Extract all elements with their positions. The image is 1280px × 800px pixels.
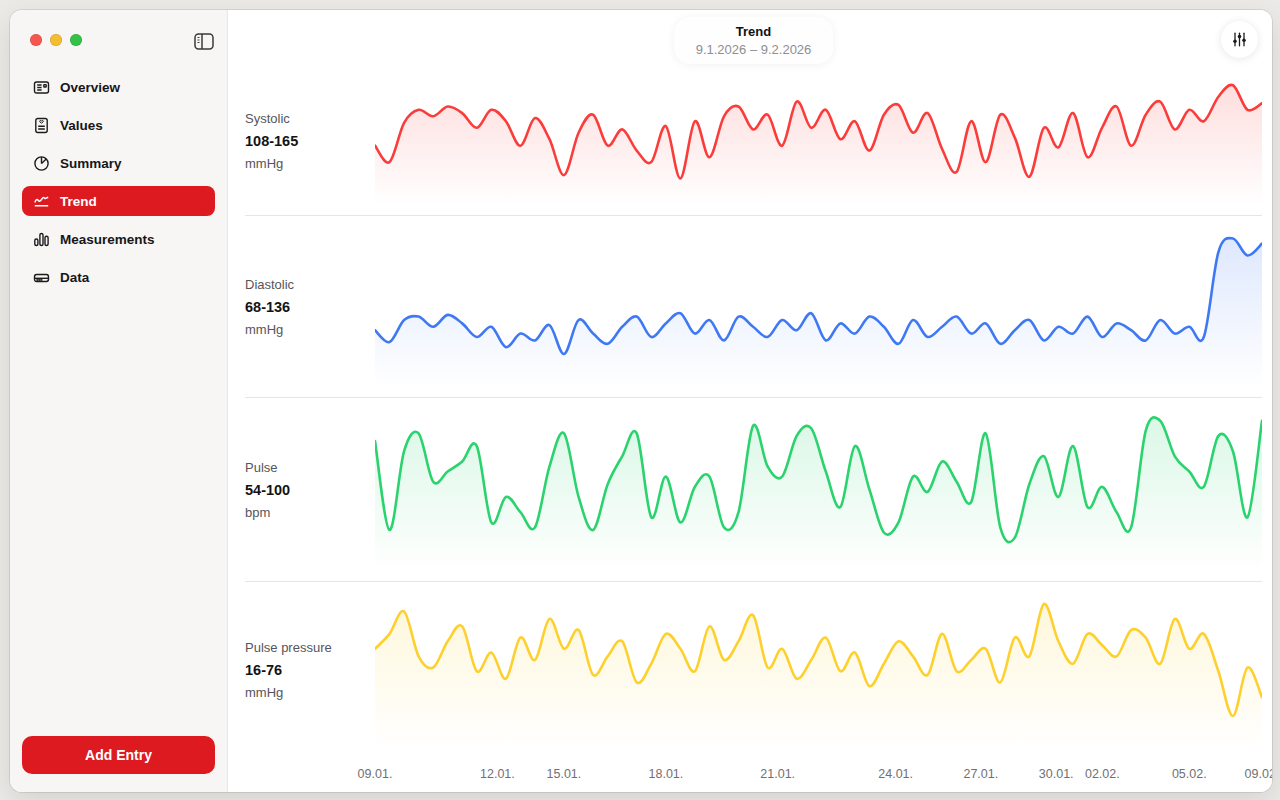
x-axis-label: 27.01. bbox=[963, 767, 998, 781]
chart-area-pulse-pressure bbox=[375, 582, 1262, 758]
metric-range: 16-76 bbox=[245, 662, 375, 678]
x-axis-label: 18.01. bbox=[649, 767, 684, 781]
sidebar-toggle-icon[interactable] bbox=[193, 31, 215, 51]
x-axis-label: 15.01. bbox=[547, 767, 582, 781]
sidebar-item-values[interactable]: Values bbox=[22, 110, 215, 140]
metric-unit: mmHg bbox=[245, 156, 375, 171]
add-entry-button[interactable]: Add Entry bbox=[22, 736, 215, 774]
systolic-line-chart bbox=[375, 72, 1262, 205]
sidebar-item-trend[interactable]: Trend bbox=[22, 186, 215, 216]
metric-range: 68-136 bbox=[245, 299, 375, 315]
chart-label-diastolic: Diastolic 68-136 mmHg bbox=[245, 216, 375, 397]
chart-row-diastolic: Diastolic 68-136 mmHg bbox=[245, 216, 1262, 398]
chart-label-systolic: Systolic 108-165 mmHg bbox=[245, 66, 375, 215]
chart-area-pulse bbox=[375, 398, 1262, 581]
chart-row-systolic: Systolic 108-165 mmHg bbox=[245, 66, 1262, 216]
sidebar-item-label: Summary bbox=[60, 156, 122, 171]
data-icon bbox=[32, 268, 50, 286]
x-axis-label: 09.01. bbox=[358, 767, 393, 781]
close-button[interactable] bbox=[30, 34, 42, 46]
values-icon bbox=[32, 116, 50, 134]
sidebar-nav: Overview Values bbox=[22, 72, 215, 292]
chart-row-pulse: Pulse 54-100 bpm bbox=[245, 398, 1262, 582]
sidebar-item-measurements[interactable]: Measurements bbox=[22, 224, 215, 254]
main-content: Trend 9.1.2026 – 9.2.2026 bbox=[228, 10, 1272, 792]
metric-name: Pulse bbox=[245, 460, 375, 475]
metric-range: 108-165 bbox=[245, 133, 375, 149]
overview-icon bbox=[32, 78, 50, 96]
sidebar-item-label: Data bbox=[60, 270, 89, 285]
trend-icon bbox=[32, 192, 50, 210]
metric-name: Systolic bbox=[245, 111, 375, 126]
x-axis-label: 09.02. bbox=[1245, 767, 1272, 781]
x-axis-label: 21.01. bbox=[760, 767, 795, 781]
header: Trend 9.1.2026 – 9.2.2026 bbox=[245, 10, 1262, 66]
chart-label-pulse-pressure: Pulse pressure 16-76 mmHg bbox=[245, 582, 375, 758]
x-axis-label: 24.01. bbox=[878, 767, 913, 781]
x-axis-label: 05.02. bbox=[1172, 767, 1207, 781]
sidebar-item-data[interactable]: Data bbox=[22, 262, 215, 292]
sidebar-item-label: Values bbox=[60, 118, 103, 133]
date-range: 9.1.2026 – 9.2.2026 bbox=[696, 42, 812, 57]
zoom-button[interactable] bbox=[70, 34, 82, 46]
sidebar-item-summary[interactable]: Summary bbox=[22, 148, 215, 178]
sidebar-item-overview[interactable]: Overview bbox=[22, 72, 215, 102]
metric-range: 54-100 bbox=[245, 482, 375, 498]
traffic-lights bbox=[22, 10, 215, 66]
x-axis-label: 12.01. bbox=[480, 767, 515, 781]
chart-area-systolic bbox=[375, 66, 1262, 215]
title-pill: Trend 9.1.2026 – 9.2.2026 bbox=[674, 17, 834, 64]
diastolic-line-chart bbox=[375, 222, 1262, 387]
metric-unit: mmHg bbox=[245, 322, 375, 337]
metric-unit: mmHg bbox=[245, 685, 375, 700]
sidebar: Overview Values bbox=[10, 10, 228, 792]
metric-name: Pulse pressure bbox=[245, 640, 375, 655]
page-title: Trend bbox=[696, 24, 812, 39]
chart-rows: Systolic 108-165 mmHg Diastolic 68-136 m… bbox=[245, 66, 1262, 758]
x-axis-label: 02.02. bbox=[1085, 767, 1120, 781]
chart-row-pulse-pressure: Pulse pressure 16-76 mmHg bbox=[245, 582, 1262, 758]
app-window: Overview Values bbox=[10, 10, 1272, 792]
sliders-icon bbox=[1231, 31, 1248, 48]
chart-area-diastolic bbox=[375, 216, 1262, 397]
sidebar-item-label: Trend bbox=[60, 194, 97, 209]
chart-label-pulse: Pulse 54-100 bpm bbox=[245, 398, 375, 581]
filter-button[interactable] bbox=[1221, 21, 1258, 58]
measurements-icon bbox=[32, 230, 50, 248]
metric-name: Diastolic bbox=[245, 277, 375, 292]
x-axis-label: 30.01. bbox=[1039, 767, 1074, 781]
sidebar-item-label: Measurements bbox=[60, 232, 155, 247]
minimize-button[interactable] bbox=[50, 34, 62, 46]
pulse-line-chart bbox=[375, 404, 1262, 571]
x-axis: 09.01.12.01.15.01.18.01.21.01.24.01.27.0… bbox=[375, 758, 1262, 792]
sidebar-item-label: Overview bbox=[60, 80, 120, 95]
summary-icon bbox=[32, 154, 50, 172]
pulse-pressure-line-chart bbox=[375, 588, 1262, 748]
metric-unit: bpm bbox=[245, 505, 375, 520]
